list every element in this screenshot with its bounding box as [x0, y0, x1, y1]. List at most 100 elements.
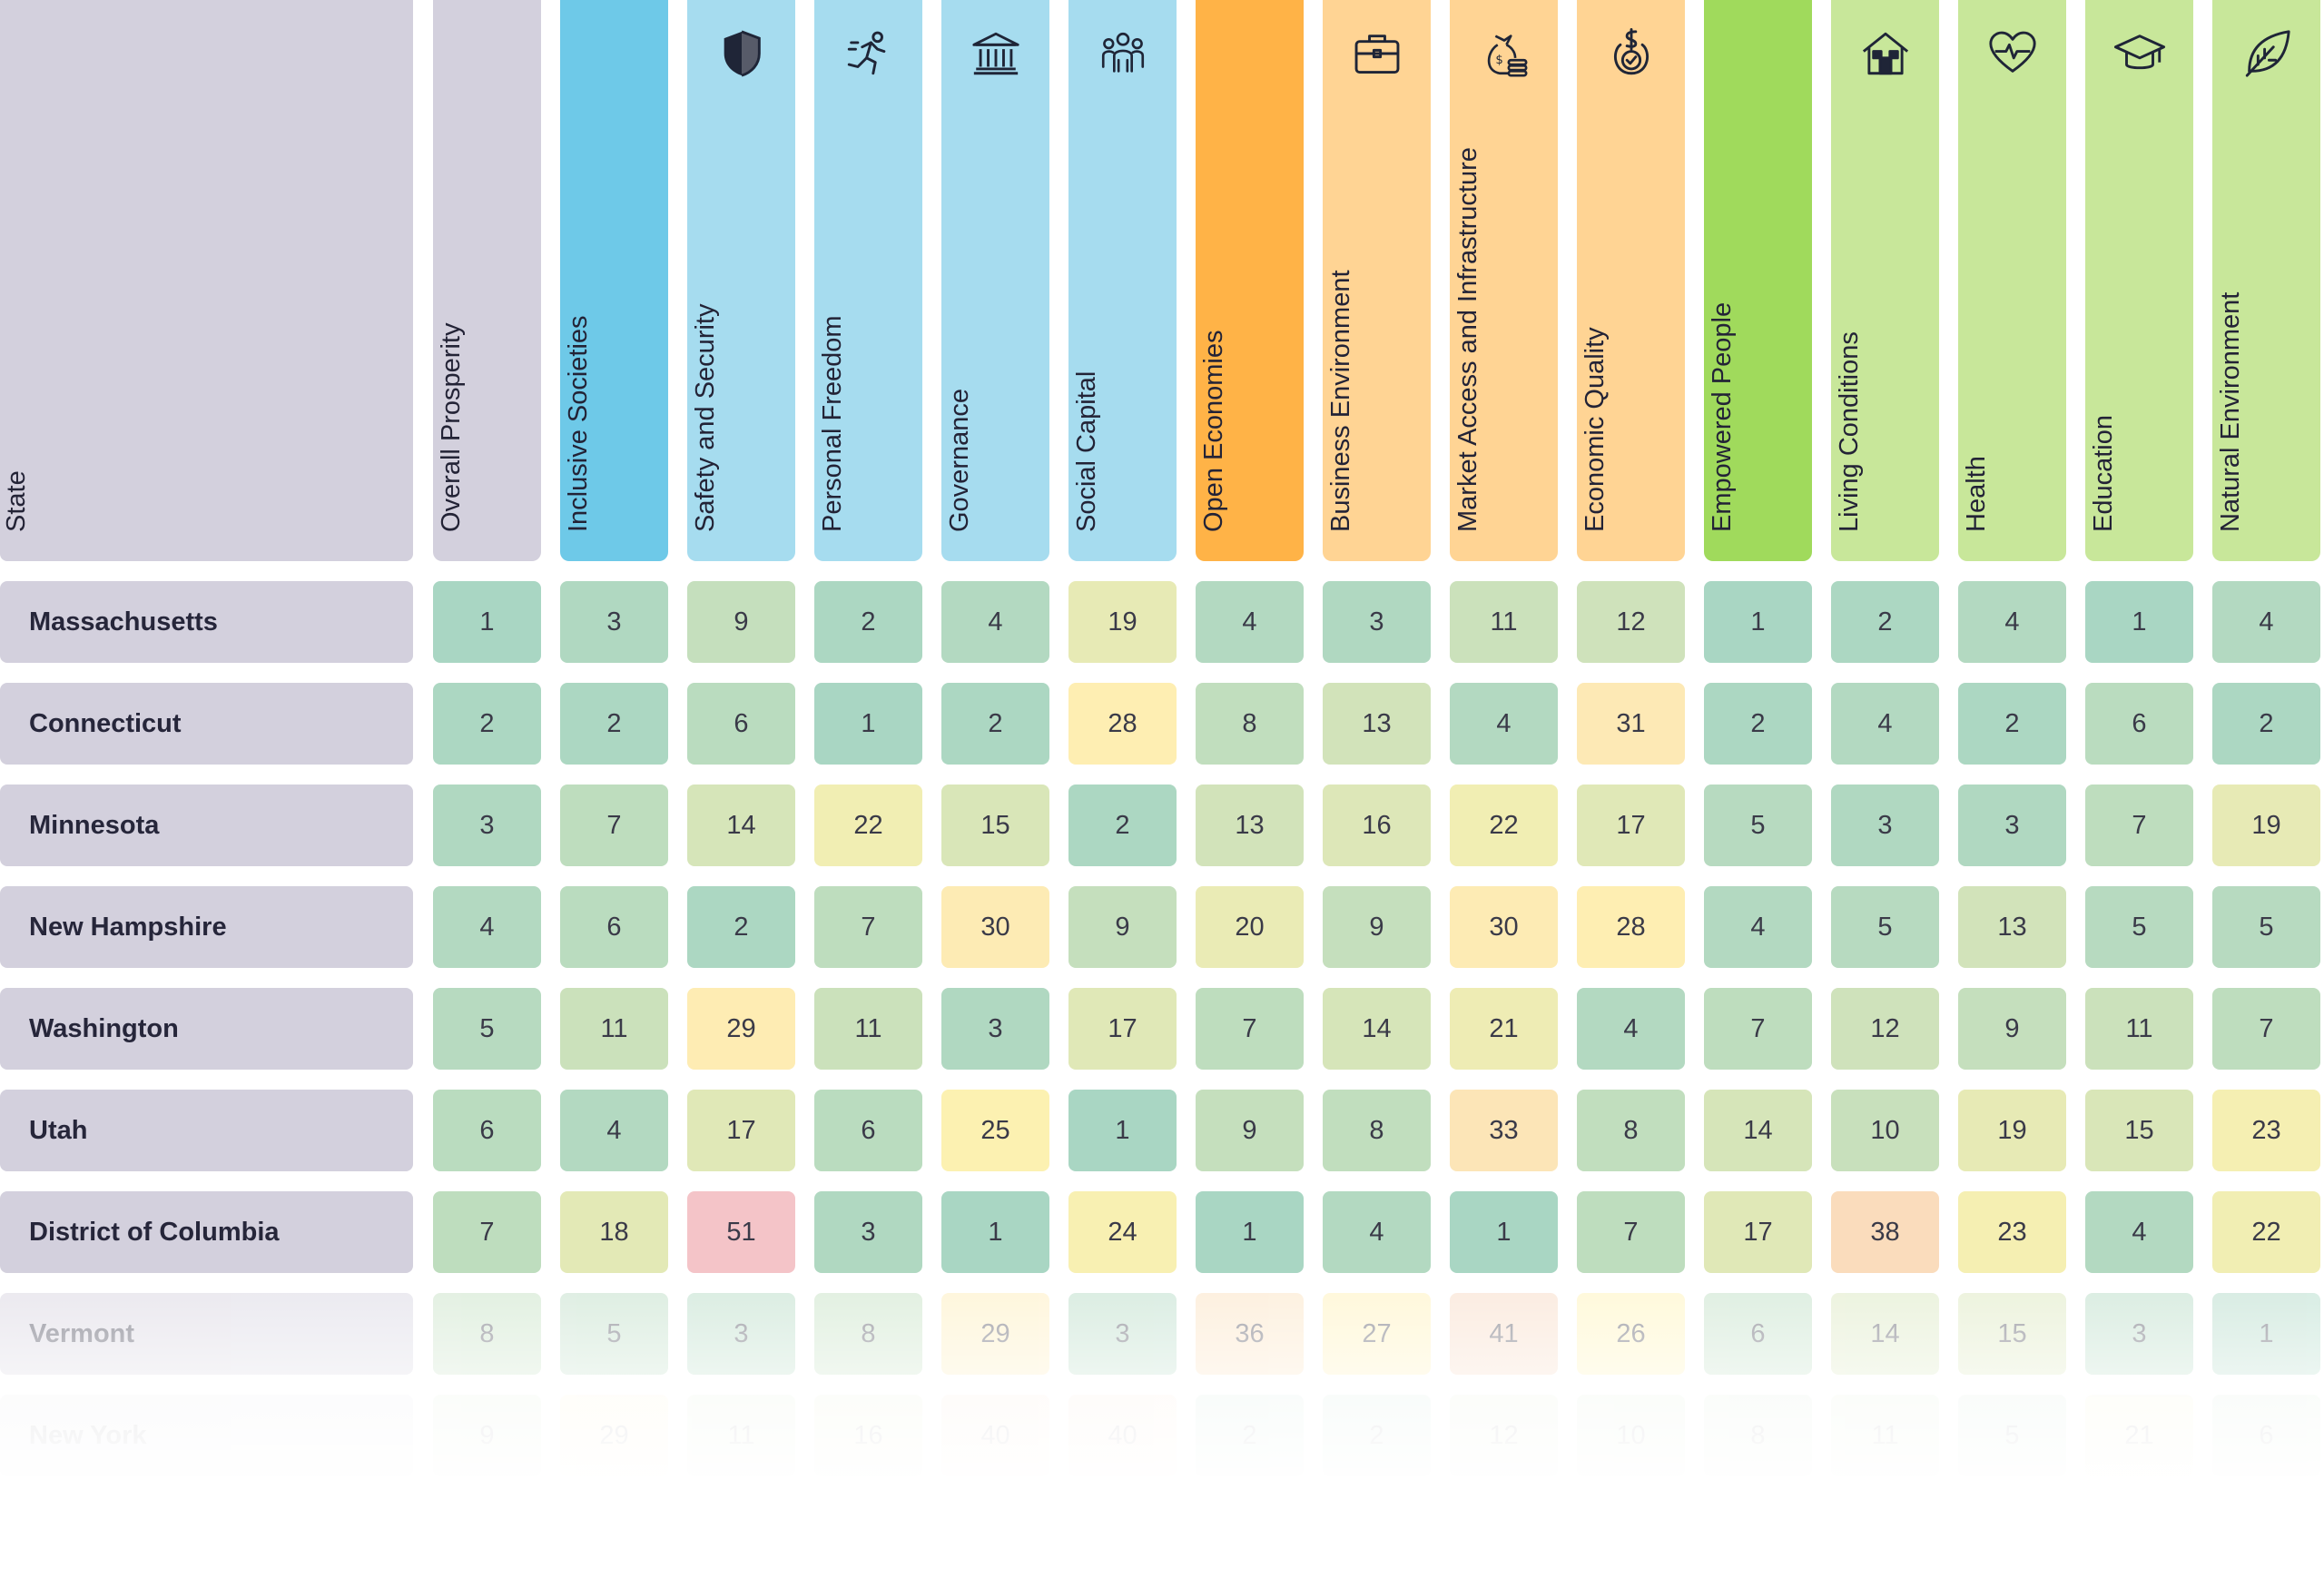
rank-cell: 9 — [1958, 988, 2066, 1070]
rank-cell: 2 — [687, 886, 795, 968]
rank-cell: 11 — [1831, 1395, 1939, 1476]
rank-cell: 22 — [814, 785, 922, 866]
header-economic-quality[interactable]: Economic Quality — [1577, 0, 1685, 561]
rank-cell: 19 — [2212, 785, 2320, 866]
rank-cell: 3 — [2085, 1293, 2193, 1375]
rank-cell: 9 — [1068, 886, 1177, 968]
header-label: Overall Prosperity — [436, 322, 466, 532]
rank-cell: 8 — [1323, 1090, 1431, 1171]
header-business-environment[interactable]: Business Environment — [1323, 0, 1431, 561]
rank-cell: 1 — [2212, 1293, 2320, 1375]
header-living-conditions[interactable]: Living Conditions — [1831, 0, 1939, 561]
row-label-utah[interactable]: Utah — [0, 1090, 413, 1171]
rank-cell: 10 — [1577, 1395, 1685, 1476]
rank-cell: 1 — [1068, 1090, 1177, 1171]
row-label-massachusetts[interactable]: Massachusetts — [0, 581, 413, 663]
header-governance[interactable]: Governance — [941, 0, 1049, 561]
header-label: Social Capital — [1071, 370, 1101, 532]
faded-cell — [2085, 1496, 2193, 1524]
header-social-capital[interactable]: Social Capital — [1068, 0, 1177, 561]
government-building-icon — [970, 27, 1022, 80]
rank-cell: 16 — [1323, 785, 1431, 866]
header-safety-and-security[interactable]: Safety and Security — [687, 0, 795, 561]
faded-cell — [1450, 1496, 1558, 1524]
faded-cell — [433, 1496, 541, 1524]
running-person-icon — [842, 27, 895, 80]
row-label-new-hampshire[interactable]: New Hampshire — [0, 886, 413, 968]
row-label-district-of-columbia[interactable]: District of Columbia — [0, 1191, 413, 1273]
rank-cell: 25 — [941, 1090, 1049, 1171]
rank-cell: 6 — [687, 683, 795, 765]
faded-row-label — [0, 1496, 413, 1524]
header-health[interactable]: Health — [1958, 0, 2066, 561]
rank-cell: 7 — [2212, 988, 2320, 1070]
header-empowered-people[interactable]: Empowered People — [1704, 0, 1812, 561]
rank-cell: 4 — [2085, 1191, 2193, 1273]
rank-cell: 5 — [2085, 886, 2193, 968]
rank-cell: 6 — [814, 1090, 922, 1171]
house-icon — [1859, 27, 1912, 80]
rank-cell: 19 — [1068, 581, 1177, 663]
header-education[interactable]: Education — [2085, 0, 2193, 561]
rank-cell: 2 — [1196, 1395, 1304, 1476]
rank-cell: 26 — [1577, 1293, 1685, 1375]
rank-cell: 9 — [687, 581, 795, 663]
rank-cell: 13 — [1196, 785, 1304, 866]
row-label-vermont[interactable]: Vermont — [0, 1293, 413, 1375]
row-label-washington[interactable]: Washington — [0, 988, 413, 1070]
faded-cell — [560, 1496, 668, 1524]
rank-cell: 29 — [941, 1293, 1049, 1375]
faded-cell — [1704, 1496, 1812, 1524]
rank-cell: 14 — [687, 785, 795, 866]
rank-cell: 4 — [2212, 581, 2320, 663]
rank-cell: 11 — [2085, 988, 2193, 1070]
rank-cell: 4 — [433, 886, 541, 968]
rank-cell: 12 — [1831, 988, 1939, 1070]
rank-cell: 24 — [1068, 1191, 1177, 1273]
header-market-access-and-infrastructure[interactable]: $ Market Access and Infrastructure — [1450, 0, 1558, 561]
rank-cell: 10 — [1831, 1090, 1939, 1171]
header-overall-prosperity[interactable]: Overall Prosperity — [433, 0, 541, 561]
rank-cell: 4 — [1450, 683, 1558, 765]
graduation-cap-icon — [2113, 27, 2166, 80]
header-personal-freedom[interactable]: Personal Freedom — [814, 0, 922, 561]
rank-cell: 9 — [1196, 1090, 1304, 1171]
rank-cell: 3 — [1068, 1293, 1177, 1375]
rank-cell: 5 — [1831, 886, 1939, 968]
rank-cell: 1 — [814, 683, 922, 765]
rank-cell: 17 — [1704, 1191, 1812, 1273]
dollar-check-icon — [1605, 27, 1658, 80]
header-label: Natural Environment — [2215, 291, 2245, 532]
rank-cell: 7 — [1196, 988, 1304, 1070]
rank-cell: 3 — [1323, 581, 1431, 663]
heart-pulse-icon — [1986, 27, 2039, 80]
row-label-connecticut[interactable]: Connecticut — [0, 683, 413, 765]
row-label-new-york[interactable]: New York — [0, 1395, 413, 1476]
rank-cell: 1 — [2085, 581, 2193, 663]
rank-cell: 2 — [560, 683, 668, 765]
header-open-economies[interactable]: Open Economies — [1196, 0, 1304, 561]
rank-cell: 3 — [687, 1293, 795, 1375]
rank-cell: 1 — [1450, 1191, 1558, 1273]
shield-icon — [715, 27, 768, 80]
header-label: Open Economies — [1198, 330, 1228, 532]
rank-cell: 30 — [941, 886, 1049, 968]
row-label-minnesota[interactable]: Minnesota — [0, 785, 413, 866]
rank-cell: 4 — [1831, 683, 1939, 765]
rank-cell: 6 — [1704, 1293, 1812, 1375]
header-natural-environment[interactable]: Natural Environment — [2212, 0, 2320, 561]
rank-cell: 2 — [941, 683, 1049, 765]
faded-cell — [1068, 1496, 1177, 1524]
rank-cell: 3 — [433, 785, 541, 866]
rank-cell: 8 — [1704, 1395, 1812, 1476]
rank-cell: 29 — [560, 1395, 668, 1476]
people-group-icon — [1097, 27, 1149, 80]
rank-cell: 22 — [1450, 785, 1558, 866]
rank-cell: 3 — [814, 1191, 922, 1273]
header-label: Education — [2088, 415, 2118, 532]
rank-cell: 2 — [433, 683, 541, 765]
rank-cell: 1 — [433, 581, 541, 663]
header-label: Safety and Security — [690, 303, 720, 532]
header-inclusive-societies[interactable]: Inclusive Societies — [560, 0, 668, 561]
